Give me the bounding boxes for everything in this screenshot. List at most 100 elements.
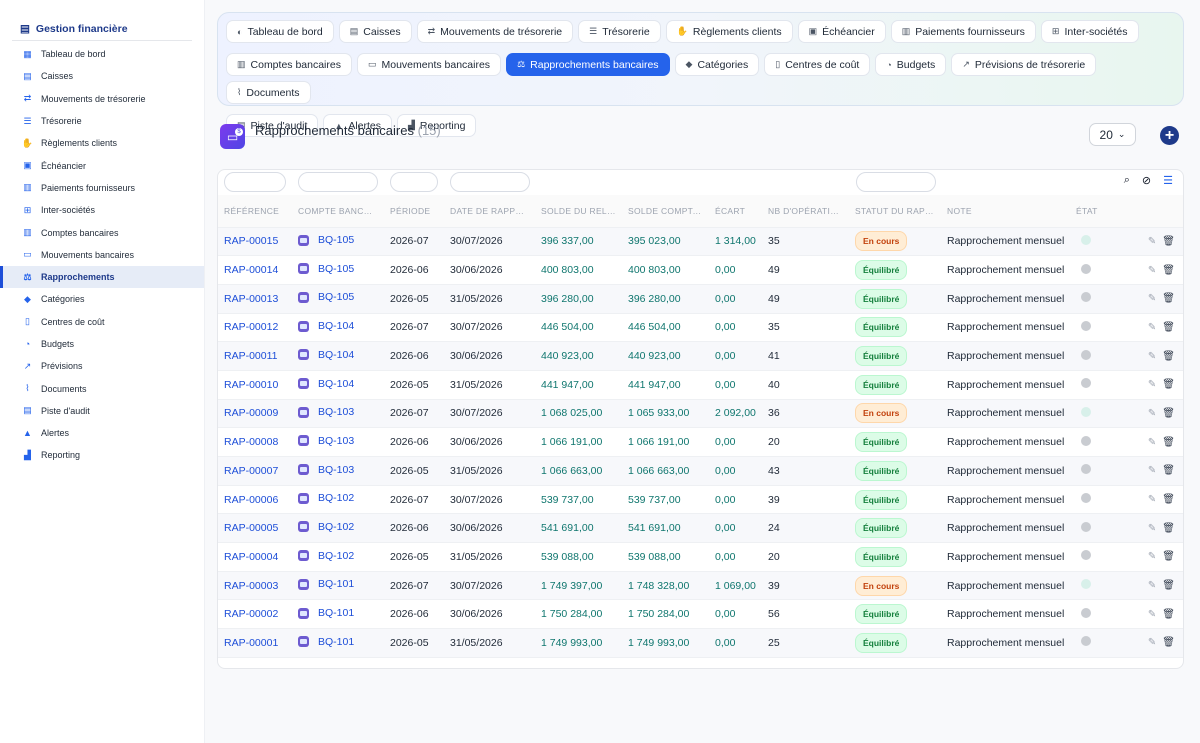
sidebar-item-3[interactable]: ☰ Trésorerie	[0, 110, 204, 132]
column-header[interactable]: Nb d'opérations	[762, 195, 849, 228]
trash-icon[interactable]: 🗑	[1162, 551, 1175, 563]
pencil-icon[interactable]: ✎	[1147, 264, 1157, 276]
account-link[interactable]: BQ-101	[298, 578, 354, 590]
tab-0-3[interactable]: ☰ Trésorerie	[578, 20, 661, 43]
table-row[interactable]: RAP-00013 BQ-105 2026-05 31/05/2026 396 280,…	[218, 284, 1183, 314]
reference-link[interactable]: RAP-00001	[224, 636, 279, 649]
tab-1-6[interactable]: ↗ Prévisions de trésorerie	[951, 53, 1097, 76]
column-header[interactable]: Période	[384, 195, 444, 228]
column-header[interactable]: Statut du rapprochement	[849, 195, 941, 228]
clear-filter-icon[interactable]: ⊘	[1141, 175, 1152, 187]
account-link[interactable]: BQ-103	[298, 406, 354, 418]
trash-icon[interactable]: 🗑	[1162, 321, 1175, 333]
sidebar-item-0[interactable]: ▦ Tableau de bord	[0, 43, 204, 65]
table-row[interactable]: RAP-00003 BQ-101 2026-07 30/07/2026 1 749 39…	[218, 571, 1183, 601]
trash-icon[interactable]: 🗑	[1162, 522, 1175, 534]
table-row[interactable]: RAP-00008 BQ-103 2026-06 30/06/2026 1 066 19…	[218, 427, 1183, 457]
sidebar-item-14[interactable]: ↗ Prévisions	[0, 355, 204, 377]
trash-icon[interactable]: 🗑	[1162, 436, 1175, 448]
table-row[interactable]: RAP-00012 BQ-104 2026-07 30/07/2026 446 504,…	[218, 313, 1183, 343]
table-row[interactable]: RAP-00014 BQ-105 2026-06 30/06/2026 400 803,…	[218, 255, 1183, 285]
account-link[interactable]: BQ-104	[298, 349, 354, 361]
pencil-icon[interactable]: ✎	[1147, 494, 1157, 506]
tab-0-1[interactable]: ▤ Caisses	[338, 20, 412, 43]
table-row[interactable]: RAP-00007 BQ-103 2026-05 31/05/2026 1 066 66…	[218, 456, 1183, 486]
account-link[interactable]: BQ-105	[298, 234, 354, 246]
table-row[interactable]: RAP-00006 BQ-102 2026-07 30/07/2026 539 737,…	[218, 485, 1183, 515]
search-icon[interactable]: ⌕	[1123, 174, 1130, 186]
trash-icon[interactable]: 🗑	[1162, 494, 1175, 506]
pencil-icon[interactable]: ✎	[1147, 293, 1157, 305]
trash-icon[interactable]: 🗑	[1162, 608, 1175, 620]
filter-reference[interactable]	[224, 172, 286, 192]
sidebar-item-1[interactable]: ▤ Caisses	[0, 65, 204, 87]
sidebar-item-5[interactable]: ▣ Échéancier	[0, 154, 204, 176]
reference-link[interactable]: RAP-00004	[224, 550, 279, 563]
reference-link[interactable]: RAP-00013	[224, 292, 279, 305]
column-header[interactable]	[1124, 195, 1183, 228]
add-button[interactable]: +	[1160, 126, 1179, 145]
account-link[interactable]: BQ-104	[298, 378, 354, 390]
pencil-icon[interactable]: ✎	[1147, 580, 1157, 592]
page-size-select[interactable]: 20 ⌄	[1089, 123, 1136, 146]
pencil-icon[interactable]: ✎	[1147, 436, 1157, 448]
tab-0-7[interactable]: ⊞ Inter-sociétés	[1040, 20, 1139, 43]
tab-0-2[interactable]: ⇄ Mouvements de trésorerie	[416, 20, 574, 43]
sidebar-item-2[interactable]: ⇄ Mouvements de trésorerie	[0, 88, 204, 110]
tab-1-1[interactable]: ▭ Mouvements bancaires	[356, 53, 502, 76]
tab-0-0[interactable]: ◐ Tableau de bord	[226, 20, 334, 43]
filter-date[interactable]	[450, 172, 530, 192]
account-link[interactable]: BQ-101	[298, 607, 354, 619]
pencil-icon[interactable]: ✎	[1147, 407, 1157, 419]
account-link[interactable]: BQ-103	[298, 464, 354, 476]
table-row[interactable]: RAP-00001 BQ-101 2026-05 31/05/2026 1 749 99…	[218, 628, 1183, 658]
trash-icon[interactable]: 🗑	[1162, 264, 1175, 276]
account-link[interactable]: BQ-102	[298, 550, 354, 562]
table-row[interactable]: RAP-00002 BQ-101 2026-06 30/06/2026 1 750 28…	[218, 599, 1183, 630]
filter-status[interactable]	[856, 172, 936, 192]
reference-link[interactable]: RAP-00002	[224, 608, 279, 621]
account-link[interactable]: BQ-103	[298, 435, 354, 447]
table-row[interactable]: RAP-00015 BQ-105 2026-07 30/07/2026 396 337,…	[218, 227, 1183, 257]
sidebar-item-10[interactable]: ⚖ Rapprochements	[0, 265, 204, 289]
reference-link[interactable]: RAP-00015	[224, 235, 279, 248]
account-link[interactable]: BQ-105	[298, 291, 354, 303]
tab-2-2[interactable]: ▟ Reporting	[397, 114, 477, 137]
sidebar-item-12[interactable]: ▯ Centres de coût	[0, 311, 204, 333]
tab-1-2[interactable]: ⚖ Rapprochements bancaires	[506, 53, 670, 76]
tab-0-5[interactable]: ▣ Échéancier	[797, 20, 886, 43]
pencil-icon[interactable]: ✎	[1147, 551, 1157, 563]
table-row[interactable]: RAP-00005 BQ-102 2026-06 30/06/2026 541 691,…	[218, 513, 1183, 544]
table-row[interactable]: RAP-00011 BQ-104 2026-06 30/06/2026 440 923,…	[218, 341, 1183, 371]
reference-link[interactable]: RAP-00009	[224, 407, 279, 420]
column-header[interactable]: Note	[941, 195, 1070, 228]
account-link[interactable]: BQ-102	[298, 492, 354, 504]
reference-link[interactable]: RAP-00011	[224, 350, 278, 363]
reference-link[interactable]: RAP-00006	[224, 493, 279, 506]
reference-link[interactable]: RAP-00012	[224, 321, 279, 334]
trash-icon[interactable]: 🗑	[1162, 235, 1175, 247]
pencil-icon[interactable]: ✎	[1147, 379, 1157, 391]
tab-1-3[interactable]: ◆ Catégories	[674, 53, 760, 76]
trash-icon[interactable]: 🗑	[1162, 580, 1175, 592]
tab-0-4[interactable]: ✋ Règlements clients	[665, 20, 793, 43]
sidebar-item-8[interactable]: ▥ Comptes bancaires	[0, 221, 204, 243]
sidebar-item-18[interactable]: ▟ Reporting	[0, 444, 204, 466]
sidebar-item-13[interactable]: ◔ Budgets	[0, 333, 204, 355]
filter-period[interactable]	[390, 172, 438, 192]
sidebar-item-9[interactable]: ▭ Mouvements bancaires	[0, 244, 204, 266]
reference-link[interactable]: RAP-00010	[224, 378, 279, 391]
tab-1-4[interactable]: ▯ Centres de coût	[764, 53, 871, 76]
column-header[interactable]: Solde du relevé	[535, 195, 622, 228]
account-link[interactable]: BQ-101	[298, 636, 354, 648]
trash-icon[interactable]: 🗑	[1162, 350, 1175, 362]
tab-2-0[interactable]: ▤Piste d'audit	[226, 114, 319, 137]
filter-account[interactable]	[298, 172, 378, 192]
trash-icon[interactable]: 🗑	[1162, 465, 1175, 477]
column-header[interactable]: Référence	[218, 195, 292, 228]
pencil-icon[interactable]: ✎	[1147, 235, 1157, 247]
pencil-icon[interactable]: ✎	[1147, 321, 1157, 333]
pencil-icon[interactable]: ✎	[1147, 465, 1157, 477]
column-header[interactable]: Solde comptable	[622, 195, 709, 228]
column-header[interactable]: Date de rapprochement	[444, 195, 535, 228]
